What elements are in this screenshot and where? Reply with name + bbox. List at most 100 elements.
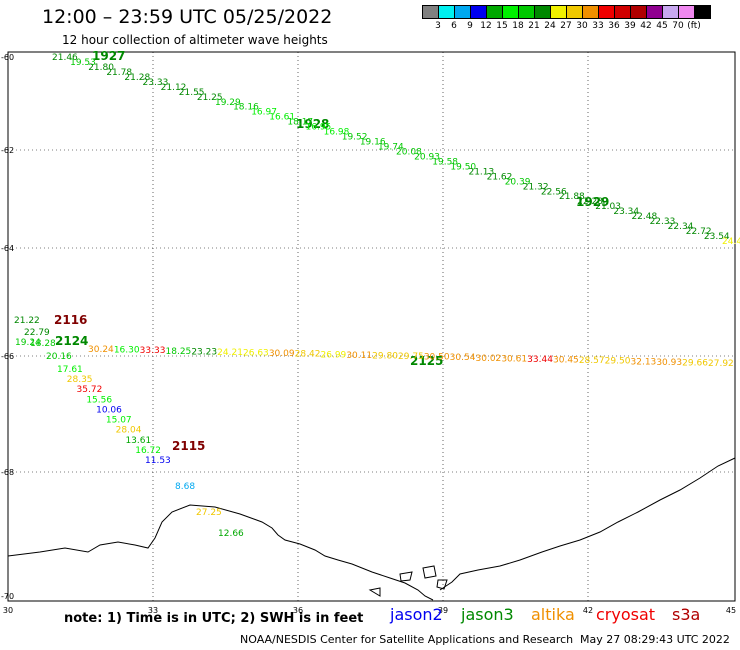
wave-height-label: 23.23 <box>191 347 217 357</box>
wave-height-label: 29.75 <box>398 352 424 362</box>
track-label-1928: 1928 <box>296 117 329 131</box>
colorbar-label: 6 <box>451 21 457 31</box>
wave-height-label: 23.34 <box>613 207 639 217</box>
wave-height-label: 19.24 <box>15 338 41 348</box>
track-labels: 1927 1928 1929 2116 2124 2125 2115 <box>54 49 609 453</box>
wave-height-label: 16.30 <box>114 346 140 356</box>
wave-height-label: 19.58 <box>432 157 458 167</box>
track-label-2124: 2124 <box>55 334 88 348</box>
wave-height-label: 20.08 <box>396 147 422 157</box>
colorbar-label: 3 <box>435 21 441 31</box>
wave-height-label: 19.52 <box>342 133 368 143</box>
x-tick-label: 39 <box>438 606 448 615</box>
colorbar-label: (ft) <box>687 21 701 31</box>
colorbar-label: 21 <box>528 21 540 31</box>
wave-height-label: 24.21 <box>217 348 243 358</box>
wave-height-label: 30.09 <box>269 349 295 359</box>
wave-height-label: 19.29 <box>215 98 241 108</box>
wave-height-label: 21.78 <box>106 68 132 78</box>
colorbar-label: 33 <box>592 21 604 31</box>
wave-height-label: 21.88 <box>559 192 585 202</box>
colorbar-label: 12 <box>480 21 492 31</box>
wave-height-label: 21.03 <box>595 202 621 212</box>
wave-height-label: 33.33 <box>140 346 166 356</box>
satellite-legend-cryosat: cryosat <box>596 605 656 624</box>
y-tick-label: -62 <box>1 146 14 155</box>
wave-height-label: 17.61 <box>57 365 83 375</box>
x-tick-label: 33 <box>148 606 158 615</box>
y-tick-label: -60 <box>1 53 14 62</box>
wave-height-label: 18.28 <box>30 339 56 349</box>
colorbar-swatch <box>470 5 487 19</box>
wave-height-label: 30.61 <box>501 354 527 364</box>
wave-height-label: 21.13 <box>468 167 494 177</box>
coast-islands <box>368 565 448 597</box>
colorbar-swatch <box>438 5 455 19</box>
wave-height-label: 22.56 <box>541 187 567 197</box>
track-label-2115: 2115 <box>172 439 205 453</box>
wave-height-label: 21.25 <box>197 93 223 103</box>
wave-height-label: 32.13 <box>631 357 657 367</box>
wave-height-label: 16.61 <box>269 113 295 123</box>
wave-height-label: 20.39 <box>505 177 531 187</box>
track-label-2125: 2125 <box>410 354 443 368</box>
wave-height-label: 16.72 <box>135 446 161 456</box>
wave-height-label: 30.93 <box>656 358 682 368</box>
wave-height-label: 16.98 <box>324 128 350 138</box>
wave-height-label: 29.80 <box>372 351 398 361</box>
wave-height-label: 21.80 <box>88 63 114 73</box>
graticule <box>8 52 735 601</box>
x-tick-label: 30 <box>3 606 13 615</box>
x-axis: 30 33 36 39 42 45 <box>3 606 736 615</box>
wave-height-label: 22.34 <box>668 222 694 232</box>
track-label-2116: 2116 <box>54 313 87 327</box>
wave-height-label: 19.16 <box>360 138 386 148</box>
wave-height-label: 16.97 <box>251 108 277 118</box>
wave-height-label: 33.44 <box>527 355 553 365</box>
colorbar-swatch <box>598 5 615 19</box>
wave-height-label: 20.16 <box>46 352 72 362</box>
colorbar-swatch <box>582 5 599 19</box>
y-tick-label: -70 <box>1 592 14 601</box>
wave-height-label: 23.33 <box>143 78 169 88</box>
wave-labels-horizontal-track: 30.24 16.30 33.33 18.25 23.23 24.21 26.63 30.09… <box>88 345 734 369</box>
colorbar-swatch <box>630 5 647 19</box>
colorbar-label: 15 <box>496 21 508 31</box>
colorbar-swatch <box>694 5 711 19</box>
wave-height-colorbar <box>422 5 711 19</box>
colorbar-swatch <box>550 5 567 19</box>
credit-line: NOAA/NESDIS Center for Satellite Applica… <box>240 633 574 646</box>
wave-height-label: 21.32 <box>523 182 549 192</box>
x-tick-label: 42 <box>583 606 593 615</box>
wave-height-label: 21.62 <box>487 172 513 182</box>
wave-height-label: 30.11 <box>346 351 372 361</box>
wave-height-label: 21.22 <box>14 316 40 326</box>
colorbar-swatch <box>614 5 631 19</box>
wave-height-label: 22.33 <box>650 217 676 227</box>
wave-height-label: 15.07 <box>106 416 132 426</box>
wave-height-label: 28.42 <box>295 350 321 360</box>
y-tick-label: -64 <box>1 244 14 253</box>
satellite-legend-jason2: jason2 <box>390 605 443 624</box>
wave-height-label: 20.93 <box>414 152 440 162</box>
satellite-legend-s3a: s3a <box>672 605 701 624</box>
colorbar-swatch <box>454 5 471 19</box>
wave-height-label: 21.55 <box>179 88 205 98</box>
wave-height-label: 11.53 <box>145 456 171 466</box>
colorbar-swatch <box>422 5 439 19</box>
wave-height-label: 21.46 <box>52 53 78 63</box>
wave-height-label: 18.25 <box>166 347 192 357</box>
colorbar-swatch <box>678 5 695 19</box>
colorbar-label: 42 <box>640 21 652 31</box>
wave-height-label: 26.99 <box>321 350 347 360</box>
x-tick-label: 45 <box>726 606 736 615</box>
colorbar-label: 27 <box>560 21 572 31</box>
colorbar-swatch <box>486 5 503 19</box>
y-tick-label: -66 <box>1 352 14 361</box>
wave-height-label: 12.66 <box>218 529 244 539</box>
track-label-1927: 1927 <box>92 49 125 63</box>
wave-height-label: 18.16 <box>233 103 259 113</box>
wave-height-label: 28.04 <box>116 426 142 436</box>
